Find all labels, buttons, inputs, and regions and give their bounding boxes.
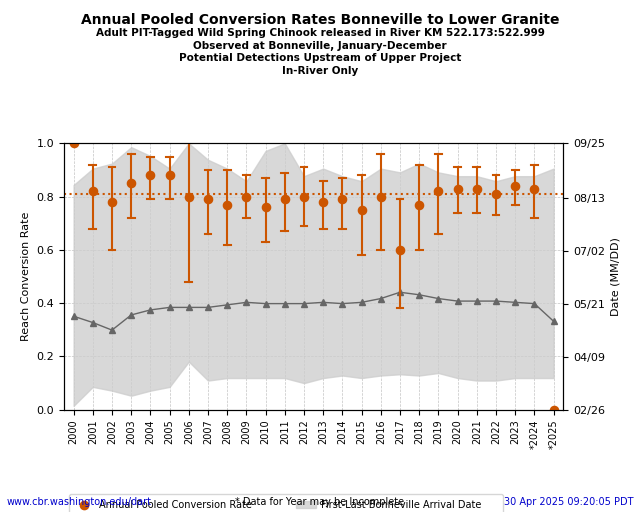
Point	[548, 406, 559, 414]
Text: 30 Apr 2025 09:20:05 PDT: 30 Apr 2025 09:20:05 PDT	[504, 497, 634, 507]
Text: * Data for Year may be Incomplete: * Data for Year may be Incomplete	[236, 497, 404, 507]
Point	[433, 187, 444, 196]
Point	[299, 193, 309, 201]
Point	[280, 195, 290, 203]
Text: Annual Pooled Conversion Rates Bonneville to Lower Granite: Annual Pooled Conversion Rates Bonnevill…	[81, 13, 559, 27]
Text: www.cbr.washington.edu/dart: www.cbr.washington.edu/dart	[6, 497, 152, 507]
Point	[260, 203, 271, 211]
Point	[376, 193, 386, 201]
Point	[88, 187, 98, 196]
Point	[126, 179, 136, 187]
Point	[68, 139, 79, 147]
Point	[414, 201, 424, 209]
Text: Adult PIT-Tagged Wild Spring Chinook released in River KM 522.173:522.999: Adult PIT-Tagged Wild Spring Chinook rel…	[95, 28, 545, 38]
Point	[241, 193, 252, 201]
Point	[337, 195, 348, 203]
Legend: Annual Pooled Conversion Rate, Annual Bonneville Wt Avg Arrival Date, 95% CI, Fi: Annual Pooled Conversion Rate, Annual Bo…	[69, 494, 503, 512]
Point	[318, 198, 328, 206]
Point	[452, 184, 463, 193]
Point	[491, 190, 501, 198]
Point	[203, 195, 213, 203]
Text: In-River Only: In-River Only	[282, 66, 358, 76]
Point	[356, 206, 367, 214]
Point	[107, 198, 117, 206]
Point	[510, 182, 520, 190]
Point	[529, 184, 540, 193]
Point	[472, 184, 482, 193]
Point	[184, 193, 194, 201]
Y-axis label: Date (MM/DD): Date (MM/DD)	[611, 237, 620, 316]
Point	[145, 171, 156, 179]
Text: Observed at Bonneville, January-December: Observed at Bonneville, January-December	[193, 41, 447, 51]
Y-axis label: Reach Conversion Rate: Reach Conversion Rate	[21, 212, 31, 341]
Text: Potential Detections Upstream of Upper Project: Potential Detections Upstream of Upper P…	[179, 53, 461, 63]
Point	[164, 171, 175, 179]
Point	[395, 246, 405, 254]
Point	[222, 201, 232, 209]
